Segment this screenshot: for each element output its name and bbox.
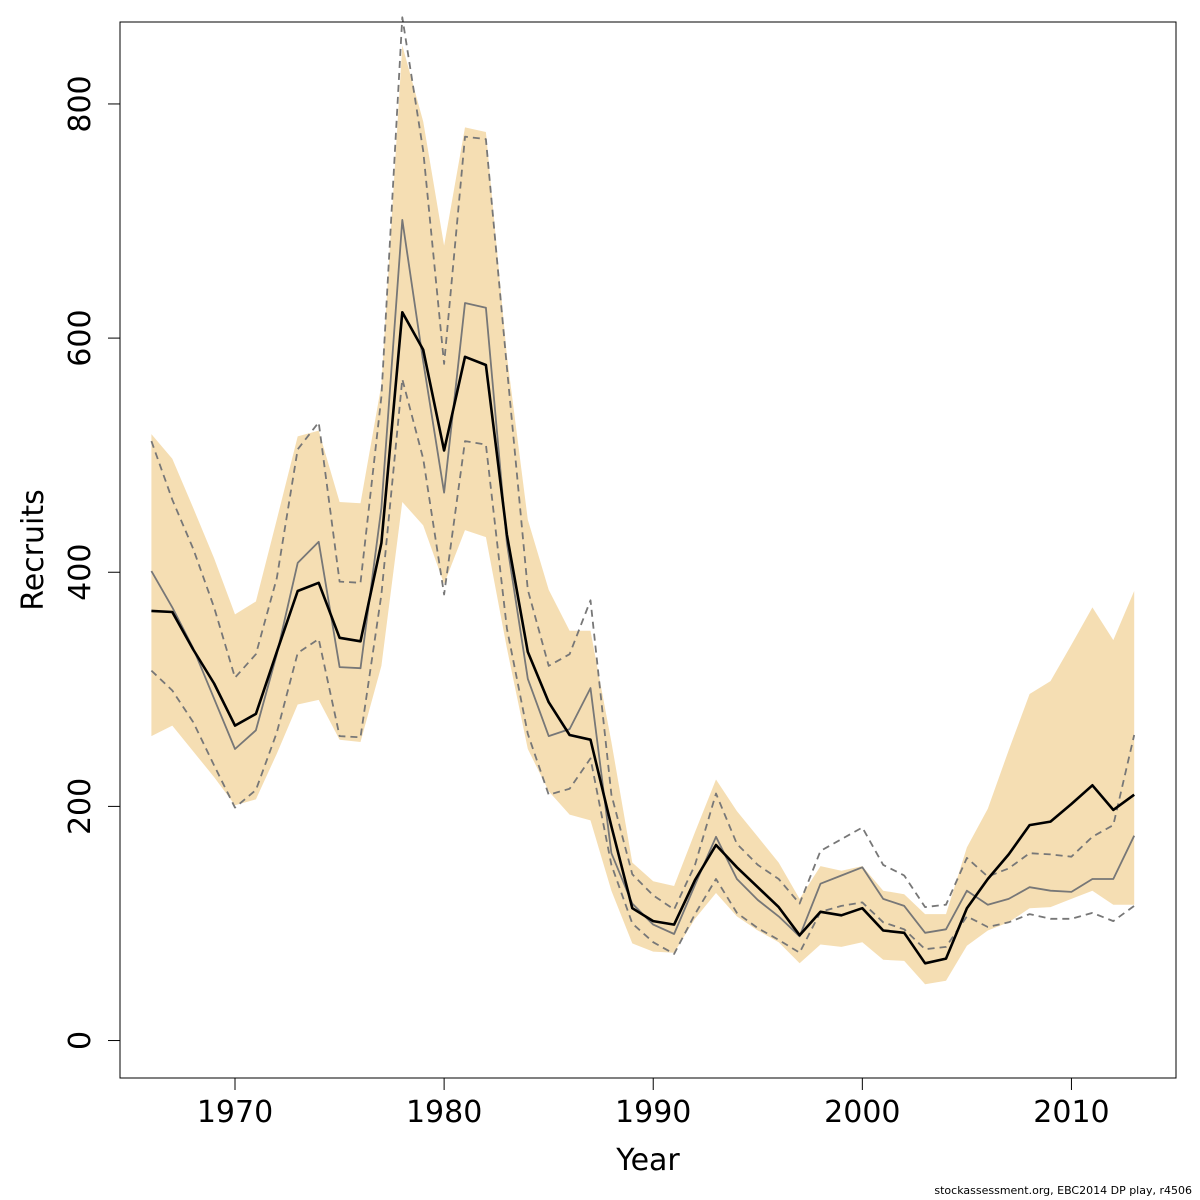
- x-axis-title: Year: [615, 1143, 680, 1178]
- x-tick-label: 1990: [615, 1095, 691, 1130]
- footer-credit: stockassessment.org, EBC2014 DP play, r4…: [934, 1184, 1192, 1197]
- x-tick-label: 2010: [1033, 1095, 1109, 1130]
- y-tick-label: 200: [63, 778, 98, 835]
- y-axis-title: Recruits: [16, 489, 51, 611]
- x-tick-label: 1970: [197, 1095, 273, 1130]
- plot-area: [150, 16, 1136, 985]
- x-tick-label: 1980: [406, 1095, 482, 1130]
- y-tick-label: 800: [63, 75, 98, 132]
- x-tick-label: 2000: [824, 1095, 900, 1130]
- upper-dashed-line: [150, 16, 1136, 911]
- y-tick-label: 0: [63, 1031, 98, 1050]
- axes: 1970 1980 1990 2000 2010 0 200 400 600 800: [63, 75, 1110, 1130]
- y-tick-label: 600: [63, 309, 98, 366]
- median-estimate-line: [151, 310, 1135, 965]
- lower-dashed-line: [150, 378, 1135, 955]
- y-tick-label: 400: [63, 544, 98, 601]
